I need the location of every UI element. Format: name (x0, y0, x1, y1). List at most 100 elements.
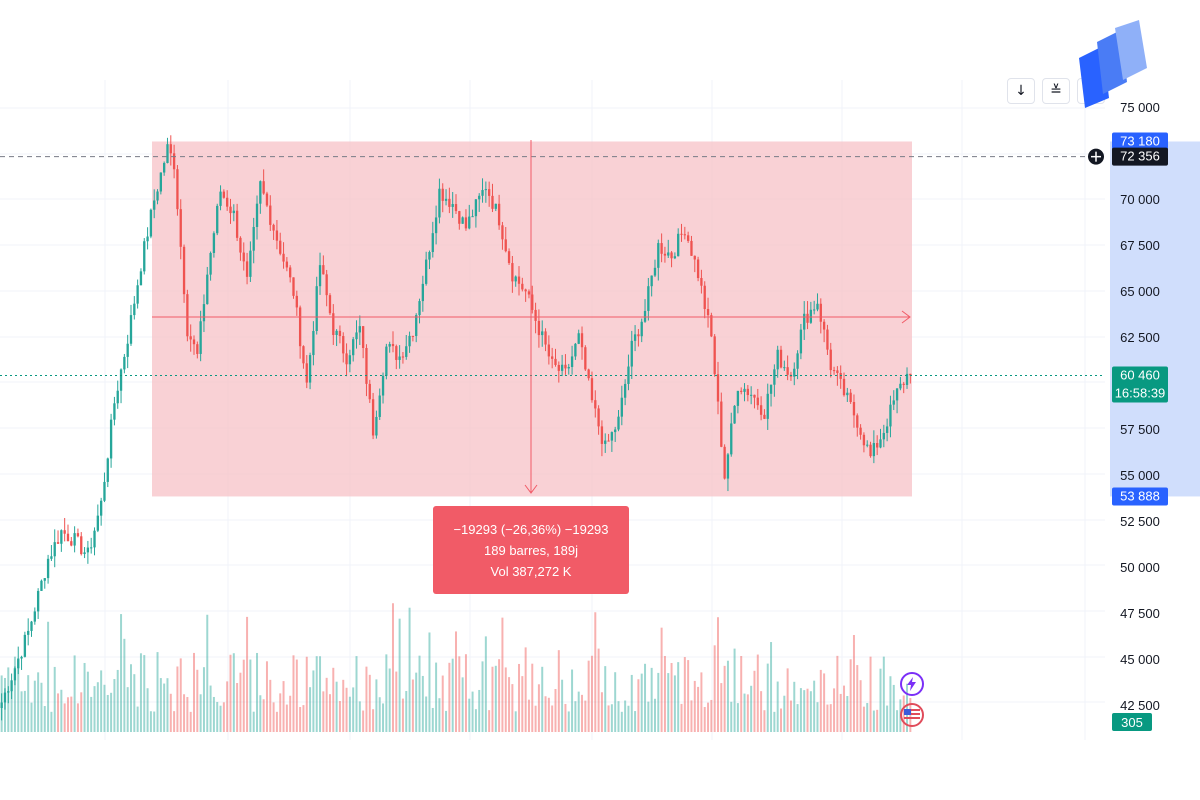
candle-body (759, 405, 763, 415)
candle-body (531, 294, 534, 310)
candle-body (298, 307, 302, 347)
candle-body (361, 326, 365, 348)
volume-bar (362, 710, 365, 732)
volume-bar (856, 665, 859, 732)
y-tick-label: 52 500 (1120, 514, 1160, 529)
candle-body (242, 252, 245, 262)
candle-body (895, 388, 899, 401)
volume-bar (60, 689, 63, 732)
candle-body (836, 370, 839, 373)
volume-bar (534, 705, 537, 732)
candle-body (249, 250, 252, 277)
volume-bar (246, 616, 249, 732)
collapse-icon: ≚ (1050, 83, 1062, 99)
volume-bar (348, 696, 351, 732)
volume-bar (312, 670, 315, 732)
candle-body (322, 265, 325, 275)
candle-body (756, 397, 759, 406)
volume-bar (693, 680, 696, 732)
candle-body (458, 211, 461, 224)
candle-body (643, 310, 647, 322)
volume-bar (239, 672, 242, 732)
candle-body (143, 241, 146, 272)
volume-bar (786, 668, 789, 732)
candle-body (733, 405, 736, 424)
volume-bar (338, 701, 341, 732)
candle-body (852, 401, 856, 416)
candle-body (126, 343, 129, 357)
candle-body (169, 144, 172, 154)
volume-bar (637, 679, 640, 732)
volume-bar (581, 694, 584, 732)
range-low-tag-bg (1112, 487, 1168, 506)
volume-bar (826, 704, 829, 732)
collapse-button[interactable]: ≚ (1042, 78, 1070, 104)
arrow-down-button[interactable]: ↓ (1007, 78, 1035, 104)
candle-body (677, 233, 680, 257)
candle-body (557, 364, 560, 371)
volume-bar (531, 663, 534, 732)
volume-bar (445, 710, 448, 732)
candle-body (740, 390, 743, 392)
volume-bar (123, 638, 126, 732)
price-axis[interactable]: 75 000 70 000 67 500 65 000 62 500 57 500 55 0… (1120, 100, 1160, 713)
candle-body (885, 426, 889, 433)
candle-body (60, 530, 63, 544)
candle-body (501, 225, 504, 240)
candle-body (597, 408, 600, 427)
volume-bar (451, 658, 454, 732)
volume-bar (322, 691, 325, 732)
volume-bar (687, 660, 690, 732)
volume-bar (780, 708, 782, 732)
volume-bar (345, 687, 348, 732)
candle-body (879, 439, 882, 448)
volume-bar (816, 702, 819, 732)
volume-bar (226, 681, 229, 732)
candle-body (720, 401, 723, 447)
volume-bar (428, 632, 431, 732)
volume-bar (130, 664, 132, 732)
volume-bar (604, 666, 607, 732)
range-mid-arrow (901, 310, 911, 324)
candle-body (282, 253, 285, 262)
candle-body (411, 335, 415, 337)
candle-body (726, 454, 730, 479)
candle-body (99, 500, 103, 516)
candle-body (577, 333, 580, 344)
candle-body (80, 536, 83, 555)
volume-bar (624, 700, 627, 732)
candle-body (53, 542, 56, 557)
candle-body (551, 356, 554, 359)
volume-bar (431, 707, 434, 732)
candle-body (348, 355, 352, 365)
volume-bars (0, 603, 912, 732)
volume-bar (879, 668, 882, 732)
candle-body (43, 578, 46, 581)
lightning-icon[interactable] (900, 672, 924, 696)
volume-bar (216, 701, 219, 732)
volume-bar (269, 679, 272, 732)
volume-bar (411, 679, 414, 732)
candle-body (438, 188, 441, 218)
volume-bar (571, 669, 574, 732)
volume-bar (514, 711, 517, 732)
volume-bar (773, 711, 776, 732)
volume-bar (644, 663, 647, 732)
volume-bar (720, 683, 723, 732)
candle-body (690, 240, 693, 256)
candle-body (710, 315, 713, 337)
candle-body (358, 326, 361, 333)
volume-bar (302, 705, 305, 732)
candle-body (401, 356, 405, 358)
candle-body (222, 191, 226, 198)
volume-bar (126, 687, 129, 732)
candle-body (680, 233, 683, 235)
volume-bar (110, 692, 113, 732)
volume-bar (590, 655, 593, 732)
us-flag-icon[interactable] (900, 703, 924, 727)
volume-bar (763, 710, 766, 732)
candle-body (421, 283, 424, 302)
volume-bar (395, 671, 398, 732)
